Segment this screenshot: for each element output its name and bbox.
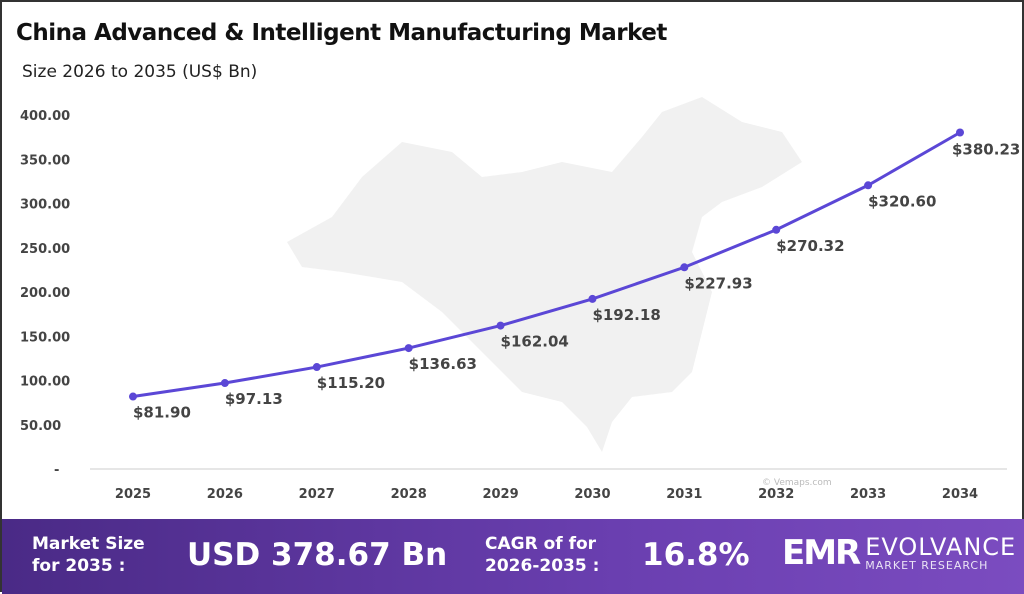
data-point: [496, 321, 505, 330]
x-tick-label: 2034: [942, 487, 978, 502]
logo-subtitle: MARKET RESEARCH: [865, 558, 989, 572]
cagr-label-line1: CAGR of for: [485, 534, 597, 554]
x-tick-label: 2025: [115, 487, 151, 502]
x-tick-label: 2032: [758, 487, 794, 502]
data-point: [588, 294, 597, 303]
y-tick-label: 200.00: [20, 286, 70, 301]
y-tick-label: 300.00: [20, 198, 70, 213]
market-size-label: Market Size for 2035 :: [32, 533, 145, 577]
x-tick-label: 2031: [666, 487, 702, 502]
watermark: © Vemaps.com: [762, 478, 832, 488]
data-label: $380.23: [952, 140, 1020, 158]
logo-name: EVOLVANCE: [865, 532, 1017, 561]
x-tick-label: 2030: [574, 487, 610, 502]
x-tick-label: 2026: [207, 487, 243, 502]
cagr-label: CAGR of for 2026-2035 :: [485, 533, 599, 577]
summary-banner: Market Size for 2035 : USD 378.67 Bn CAGR…: [2, 519, 1024, 594]
data-point: [404, 344, 413, 353]
x-tick-label: 2029: [482, 487, 518, 502]
data-label: $97.13: [225, 390, 283, 408]
data-label: $192.18: [592, 306, 660, 324]
y-tick-label: 250.00: [20, 242, 70, 257]
cagr-label-line2: 2026-2035 :: [485, 556, 600, 576]
market-size-label-line2: for 2035 :: [32, 556, 126, 576]
data-point: [129, 392, 137, 401]
evolvance-logo: EMR EVOLVANCE MARKET RESEARCH: [782, 533, 1016, 573]
data-label: $115.20: [317, 374, 385, 392]
cagr-value: 16.8%: [642, 537, 750, 573]
series-line: [132, 131, 961, 399]
data-label: $162.04: [501, 333, 569, 351]
y-tick-label: 50.00: [20, 419, 61, 434]
x-tick-label: 2033: [850, 487, 886, 502]
x-tick-label: 2028: [391, 487, 427, 502]
data-label: $320.60: [868, 192, 936, 210]
data-label: $81.90: [133, 404, 191, 422]
data-point: [864, 181, 873, 190]
y-tick-label: 400.00: [20, 109, 70, 124]
data-point: [956, 128, 964, 137]
data-point: [772, 225, 781, 234]
y-tick-label: 100.00: [20, 375, 70, 390]
data-label: $270.32: [776, 237, 844, 255]
market-size-label-line1: Market Size: [32, 534, 145, 554]
data-point: [680, 263, 689, 272]
y-tick-label: -: [54, 463, 59, 478]
logo-mark: EMR: [782, 533, 861, 573]
line-chart: © Vemaps.com - 50.00 100.00 150.00 200.00 250…: [20, 97, 1020, 502]
data-label: $136.63: [409, 355, 477, 373]
chart-subtitle: Size 2026 to 2035 (US$ Bn): [22, 62, 258, 82]
data-point: [220, 379, 229, 388]
x-tick-label: 2027: [299, 487, 335, 502]
y-tick-label: 350.00: [20, 153, 70, 168]
market-size-value: USD 378.67 Bn: [187, 537, 448, 573]
data-point: [312, 363, 321, 372]
y-tick-label: 150.00: [20, 330, 70, 345]
chart-title: China Advanced & Intelligent Manufacturi…: [16, 20, 667, 46]
china-map-background: [287, 97, 802, 452]
data-label: $227.93: [684, 274, 752, 292]
